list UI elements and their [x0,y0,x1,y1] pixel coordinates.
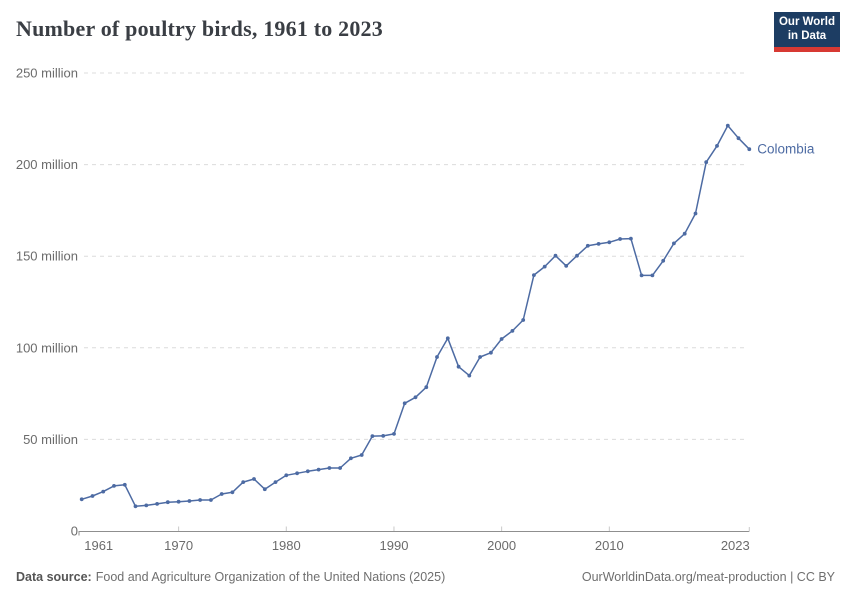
y-tick-label-250: 250 million [16,66,78,81]
data-source-note: Data source: Food and Agriculture Organiz… [16,570,445,584]
data-point-1992[interactable] [413,395,418,400]
data-point-1963[interactable] [101,489,106,494]
data-point-1966[interactable] [133,504,138,509]
data-point-1982[interactable] [305,469,310,474]
data-point-1986[interactable] [349,456,353,461]
data-point-1967[interactable] [144,503,149,508]
data-point-1996[interactable] [456,364,461,369]
y-tick-label-0: 0 [71,524,78,539]
y-tick-label-100: 100 million [16,340,78,355]
data-point-2000[interactable] [499,337,504,341]
data-point-1965[interactable] [122,482,127,487]
data-source-value: Food and Agriculture Organization of the… [95,570,446,584]
data-point-1962[interactable] [90,494,95,498]
series-colombia[interactable] [79,123,752,509]
data-point-2009[interactable] [596,242,601,246]
data-point-1991[interactable] [402,401,407,406]
owid-logo-line2: in Data [787,29,827,42]
x-tick-label-1970: 1970 [164,538,193,553]
data-point-1989[interactable] [381,434,386,438]
data-line[interactable] [80,124,751,508]
y-axis-labels: 0 50 million 100 million 150 million 200 mil… [16,66,78,539]
data-point-1979[interactable] [273,480,278,484]
x-tick-labels: 1961 1970 1980 1990 2000 2010 2023 [84,538,750,553]
data-point-2015[interactable] [661,258,666,263]
data-point-1999[interactable] [489,350,493,355]
data-point-2008[interactable] [585,243,590,248]
data-point-1981[interactable] [295,471,299,476]
data-point-1974[interactable] [219,492,224,496]
data-point-2006[interactable] [564,264,569,268]
data-point-2002[interactable] [521,318,526,322]
data-point-2007[interactable] [575,253,579,258]
data-point-1987[interactable] [359,453,364,457]
x-tick-label-1980: 1980 [272,538,301,553]
owid-logo: Our World in Data [774,12,840,52]
x-tick-label-2023: 2023 [721,538,750,553]
data-point-1973[interactable] [209,498,213,502]
data-point-1995[interactable] [445,336,450,341]
data-point-1970[interactable] [176,499,181,504]
data-point-2013[interactable] [639,273,644,278]
series-end-label: Colombia [757,142,815,157]
data-point-2012[interactable] [629,236,633,241]
owid-logo-line1: Our World [778,16,835,28]
data-point-2014[interactable] [650,273,655,278]
x-axis [78,526,750,536]
data-point-1975[interactable] [230,490,235,495]
data-point-1998[interactable] [478,355,482,359]
data-point-markers[interactable] [79,123,752,509]
owid-link[interactable]: OurWorldinData.org/meat-production [581,570,787,584]
data-point-2016[interactable] [672,241,676,246]
data-point-2023[interactable] [747,147,752,152]
data-point-1976[interactable] [241,480,246,484]
data-point-2001[interactable] [510,329,515,333]
y-gridlines [84,72,746,440]
data-point-2017[interactable] [682,231,687,236]
data-point-1984[interactable] [327,466,332,470]
y-tick-label-150: 150 million [16,249,78,264]
page-title: Number of poultry birds, 1961 to 2023 [16,16,383,41]
data-point-2004[interactable] [542,264,547,269]
license-label: CC BY [796,570,835,584]
y-tick-label-200: 200 million [16,157,78,172]
data-point-1968[interactable] [155,502,160,506]
data-point-1997[interactable] [467,373,472,378]
data-point-1964[interactable] [112,484,116,488]
data-point-1983[interactable] [316,467,321,472]
data-point-1978[interactable] [262,487,267,492]
data-point-1985[interactable] [338,466,342,470]
data-point-2003[interactable] [532,273,536,277]
data-point-1961[interactable] [79,497,84,502]
x-tick-label-2010: 2010 [595,538,624,553]
attribution: OurWorldinData.org/meat-production | CC … [582,570,835,584]
attribution-separator: | [786,570,797,584]
data-point-1990[interactable] [392,432,396,436]
data-point-2022[interactable] [736,136,741,141]
data-point-2020[interactable] [715,144,719,148]
x-tick-label-2000: 2000 [487,538,516,553]
data-point-2011[interactable] [618,237,622,241]
data-point-1972[interactable] [198,498,203,502]
data-point-1993[interactable] [424,385,429,390]
data-point-2019[interactable] [704,160,709,165]
data-point-1994[interactable] [435,355,439,359]
data-point-2018[interactable] [693,211,698,216]
data-point-1969[interactable] [165,500,170,505]
x-tick-label-1990: 1990 [380,538,409,553]
data-point-1988[interactable] [370,434,375,438]
data-point-1971[interactable] [187,499,192,503]
x-tick-label-1961: 1961 [84,538,113,553]
data-point-2021[interactable] [725,123,730,128]
data-point-2010[interactable] [607,240,612,245]
data-source-label: Data source: [16,570,92,584]
chart-footer: Data source: Food and Agriculture Organiz… [16,570,835,584]
data-point-2005[interactable] [553,253,558,258]
y-tick-label-50: 50 million [23,432,78,447]
data-point-1977[interactable] [252,477,256,481]
data-point-1980[interactable] [284,473,289,478]
